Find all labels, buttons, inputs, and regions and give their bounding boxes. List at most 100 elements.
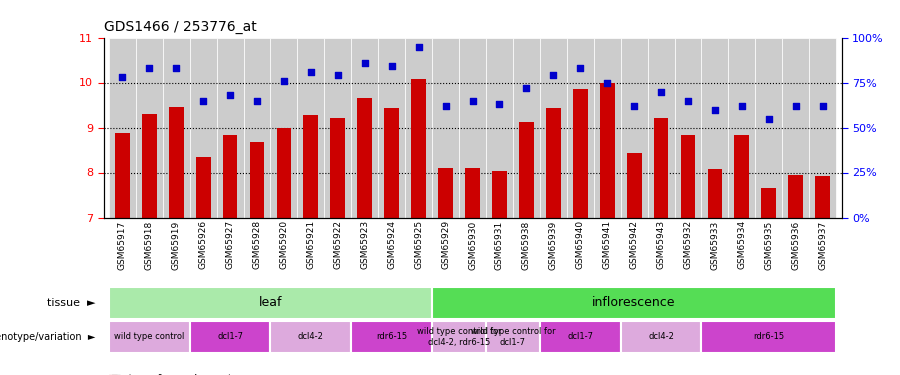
Point — [680, 98, 695, 104]
Bar — [572, 89, 588, 218]
FancyBboxPatch shape — [217, 38, 244, 218]
FancyBboxPatch shape — [378, 38, 405, 218]
Bar — [465, 168, 480, 217]
Bar — [411, 79, 426, 218]
FancyBboxPatch shape — [701, 38, 728, 218]
FancyBboxPatch shape — [405, 38, 432, 218]
Point — [600, 80, 615, 86]
Bar — [190, 321, 271, 352]
FancyBboxPatch shape — [728, 38, 755, 218]
Point — [330, 72, 345, 78]
Bar — [626, 153, 642, 218]
Bar — [271, 321, 351, 352]
Bar — [222, 135, 238, 218]
Point — [250, 98, 265, 104]
FancyBboxPatch shape — [540, 38, 567, 218]
Point — [573, 65, 588, 71]
Point — [196, 98, 211, 104]
Bar — [707, 170, 723, 217]
FancyBboxPatch shape — [136, 38, 163, 218]
Bar — [109, 287, 432, 319]
Point — [788, 103, 803, 109]
Text: inflorescence: inflorescence — [592, 296, 676, 309]
Text: tissue  ►: tissue ► — [47, 298, 95, 308]
Bar — [653, 118, 669, 218]
Bar — [788, 175, 803, 217]
Bar — [432, 287, 836, 319]
Bar — [357, 98, 373, 218]
Text: dcl4-2: dcl4-2 — [648, 332, 674, 341]
Point — [357, 60, 372, 66]
Bar — [701, 321, 836, 352]
Point — [115, 74, 130, 80]
FancyBboxPatch shape — [782, 38, 809, 218]
Text: wild type control: wild type control — [114, 332, 184, 341]
FancyBboxPatch shape — [486, 38, 513, 218]
Point — [707, 106, 722, 112]
Point — [142, 65, 157, 71]
FancyBboxPatch shape — [324, 38, 351, 218]
Point — [465, 98, 480, 104]
FancyBboxPatch shape — [755, 38, 782, 218]
Text: ■  transformed count: ■ transformed count — [104, 374, 232, 375]
Bar — [276, 128, 292, 218]
Point — [815, 103, 830, 109]
FancyBboxPatch shape — [621, 38, 648, 218]
FancyBboxPatch shape — [351, 38, 378, 218]
Point — [411, 44, 426, 50]
Bar — [761, 188, 776, 218]
Bar — [330, 118, 346, 218]
Text: rdr6-15: rdr6-15 — [376, 332, 408, 341]
Bar — [142, 114, 157, 218]
Bar — [196, 157, 211, 218]
Point — [303, 69, 318, 75]
FancyBboxPatch shape — [297, 38, 324, 218]
Text: dcl1-7: dcl1-7 — [567, 332, 593, 341]
Text: dcl4-2: dcl4-2 — [298, 332, 324, 341]
Point — [653, 88, 668, 94]
Bar — [303, 116, 319, 218]
Point — [492, 101, 507, 107]
Point — [734, 103, 749, 109]
Bar — [734, 135, 750, 218]
FancyBboxPatch shape — [594, 38, 621, 218]
Bar — [599, 82, 615, 218]
Bar — [815, 176, 830, 217]
Point — [169, 65, 184, 71]
Bar — [249, 142, 265, 218]
FancyBboxPatch shape — [567, 38, 594, 218]
FancyBboxPatch shape — [432, 38, 459, 218]
FancyBboxPatch shape — [271, 38, 297, 218]
Text: ■: ■ — [108, 374, 119, 375]
Point — [223, 92, 238, 98]
Bar — [432, 321, 486, 352]
Point — [438, 103, 453, 109]
Text: genotype/variation  ►: genotype/variation ► — [0, 332, 95, 342]
Text: GDS1466 / 253776_at: GDS1466 / 253776_at — [104, 20, 256, 34]
Text: wild type control for
dcl1-7: wild type control for dcl1-7 — [471, 327, 555, 346]
Bar — [680, 135, 696, 218]
Point — [519, 85, 534, 91]
Bar — [519, 122, 534, 218]
FancyBboxPatch shape — [809, 38, 836, 218]
FancyBboxPatch shape — [109, 38, 136, 218]
Bar — [540, 321, 621, 352]
Text: dcl1-7: dcl1-7 — [217, 332, 243, 341]
Bar — [492, 171, 507, 217]
Text: rdr6-15: rdr6-15 — [753, 332, 784, 341]
Point — [546, 72, 561, 78]
Point — [277, 78, 292, 84]
Bar — [621, 321, 701, 352]
Bar — [115, 134, 130, 218]
Text: wild type control for
dcl4-2, rdr6-15: wild type control for dcl4-2, rdr6-15 — [417, 327, 501, 346]
Bar — [546, 108, 561, 218]
Bar — [486, 321, 540, 352]
FancyBboxPatch shape — [674, 38, 701, 218]
Bar — [351, 321, 432, 352]
Bar — [169, 107, 184, 218]
Bar — [384, 108, 399, 218]
Point — [384, 63, 399, 69]
FancyBboxPatch shape — [163, 38, 190, 218]
Text: leaf: leaf — [258, 296, 283, 309]
FancyBboxPatch shape — [190, 38, 217, 218]
